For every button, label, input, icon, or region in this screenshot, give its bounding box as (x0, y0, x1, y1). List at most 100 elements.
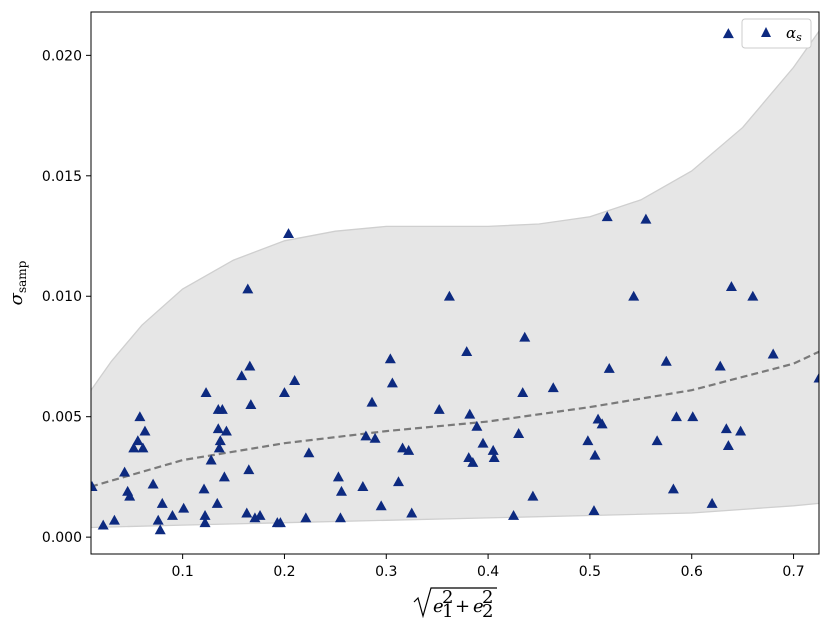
x-axis-label-text: 2 (442, 587, 453, 608)
data-point-triangle (464, 408, 476, 419)
data-point-triangle (211, 497, 223, 508)
band-lower-edge (90, 502, 820, 529)
data-point-triangle (236, 370, 248, 381)
x-axis-label-text: e (473, 596, 484, 617)
data-point-triangle (335, 485, 347, 496)
data-point-triangle (289, 375, 301, 385)
data-point-triangle (467, 456, 479, 467)
data-point-triangle (212, 423, 224, 434)
legend-box (741, 18, 812, 49)
data-point-triangle (397, 442, 409, 453)
data-point-triangle (214, 435, 226, 446)
data-point-triangle (274, 517, 286, 528)
data-point-triangle (735, 425, 747, 436)
data-point-triangle (386, 377, 398, 388)
y-tick-label: 0.020 (42, 48, 82, 64)
confidence-band-layer (90, 30, 820, 529)
data-point-triangle (147, 478, 159, 489)
data-point-triangle (198, 483, 210, 494)
x-axis-ticks: 0.1 0.2 0.3 0.4 0.5 0.6 0.7 (172, 554, 805, 580)
data-point-triangle (137, 442, 149, 453)
data-point-triangle (300, 512, 312, 523)
confidence-band (91, 31, 819, 528)
data-point-triangle (334, 512, 346, 523)
data-point-triangle (199, 509, 211, 520)
data-point-triangle (154, 524, 166, 535)
data-point-triangle (720, 423, 732, 434)
data-point-triangle (128, 442, 140, 453)
data-point-triangle (244, 360, 256, 371)
x-axis-label-text: e (433, 596, 444, 617)
data-point-triangle (519, 331, 531, 342)
data-point-triangle (813, 372, 819, 383)
data-point-triangle (714, 360, 726, 371)
data-point-triangle (670, 411, 682, 422)
data-point-triangle (640, 213, 652, 224)
data-point-triangle (651, 435, 663, 446)
y-tick-label: 0.000 (42, 530, 82, 546)
legend: αs (741, 18, 812, 49)
x-tick-label: 0.3 (375, 564, 397, 580)
data-point-triangle (243, 464, 255, 475)
data-point-triangle (588, 505, 600, 516)
data-point-triangle (603, 363, 615, 373)
y-tick-label: 0.005 (42, 410, 82, 426)
data-point-triangle (375, 500, 387, 511)
data-point-triangle (124, 490, 136, 501)
data-point-triangle (283, 228, 295, 239)
data-point-triangle (706, 497, 718, 508)
x-axis-label-text: 2 (482, 587, 493, 608)
data-point-triangle (91, 481, 98, 491)
data-point-triangle (601, 211, 613, 222)
data-point-triangle (722, 440, 734, 450)
y-axis-label-text: σsamp (6, 260, 29, 305)
data-point-triangle (254, 509, 266, 520)
x-tick-label: 0.6 (681, 564, 703, 580)
data-point-triangle (242, 283, 254, 294)
data-point-triangle (218, 471, 230, 482)
data-point-triangle (767, 348, 779, 359)
data-points-layer (91, 28, 819, 535)
data-point-triangle (443, 290, 455, 301)
x-axis-label-text: 1 (442, 601, 453, 622)
data-point-triangle (132, 435, 144, 446)
data-point-triangle (589, 449, 601, 460)
data-point-triangle (152, 514, 164, 525)
data-point-triangle (241, 507, 253, 518)
x-tick-label: 0.2 (273, 564, 295, 580)
legend-label: αs (786, 24, 802, 44)
data-point-triangle (205, 454, 217, 465)
data-point-triangle (477, 437, 489, 448)
sqrt-radical-icon (413, 587, 497, 619)
x-axis-label: e 2 1 + e 2 2 (413, 587, 497, 622)
data-point-triangle (366, 396, 378, 407)
data-point-triangle (178, 502, 190, 513)
data-point-triangle (547, 382, 559, 393)
data-point-triangle (513, 428, 525, 438)
legend-triangle-icon (761, 27, 771, 37)
data-point-triangle (628, 290, 640, 301)
data-point-triangle (722, 28, 734, 39)
y-tick-label: 0.010 (42, 289, 82, 305)
x-tick-label: 0.7 (782, 564, 804, 580)
data-point-triangle (278, 387, 290, 398)
data-point-triangle (360, 430, 372, 441)
data-point-triangle (245, 399, 257, 410)
y-axis-ticks: 0.000 0.005 0.010 0.015 0.020 (42, 48, 91, 546)
data-point-triangle (667, 483, 679, 494)
y-tick-label: 0.015 (42, 169, 82, 185)
band-upper-edge (90, 30, 820, 391)
data-point-triangle (303, 447, 315, 458)
data-point-triangle (392, 476, 404, 487)
data-point-triangle (488, 452, 500, 463)
y-axis-label: σsamp (6, 260, 29, 305)
x-axis-label-text: + (455, 596, 470, 617)
data-point-triangle (108, 514, 120, 525)
x-axis-label-text: 2 (482, 601, 493, 622)
data-point-triangle (527, 490, 539, 501)
data-point-triangle (220, 425, 232, 436)
data-point-triangle (213, 442, 225, 453)
data-point-triangle (687, 411, 699, 422)
data-point-triangle (403, 444, 415, 455)
